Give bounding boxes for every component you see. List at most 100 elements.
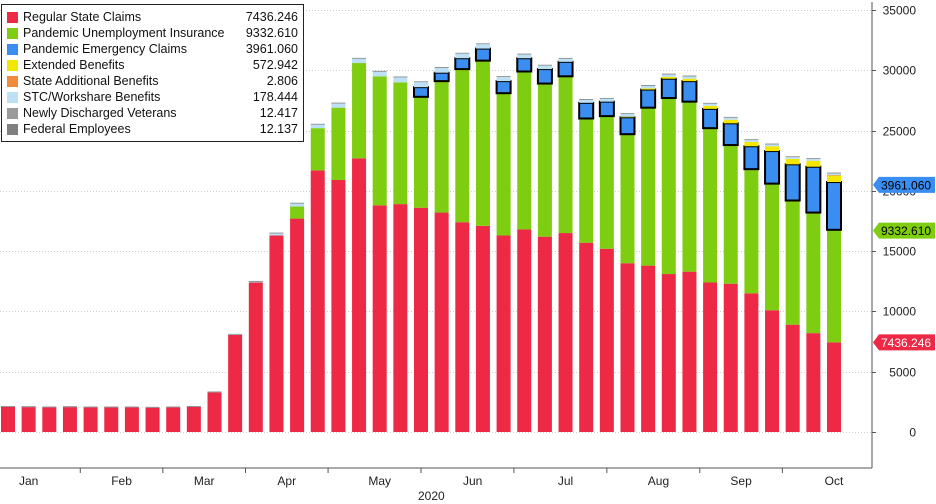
legend-label: STC/Workshare Benefits: [23, 90, 161, 104]
bar-extended-benefits: [641, 88, 656, 90]
bar-federal-employees: [290, 202, 305, 204]
bar-regular-state-claims: [475, 225, 490, 432]
bar-stc-workshare-benefits: [393, 76, 408, 83]
bar-stc-workshare-benefits: [414, 81, 428, 88]
bar-pandemic-emergency-claims: [784, 163, 801, 202]
bar-federal-employees: [269, 232, 284, 234]
bar-pandemic-unemployment-insurance: [599, 116, 614, 249]
bar-extended-benefits: [703, 105, 718, 109]
legend-swatch: [7, 75, 18, 87]
bar-federal-employees: [765, 143, 780, 145]
bar-federal-employees: [641, 85, 656, 86]
bar-stc-workshare-benefits: [806, 158, 821, 161]
bar-regular-state-claims: [42, 407, 57, 432]
bar-regular-state-claims: [331, 180, 346, 432]
bar-pandemic-unemployment-insurance: [806, 212, 821, 334]
bar-stc-workshare-benefits: [310, 124, 325, 129]
bar-pandemic-unemployment-insurance: [558, 76, 573, 234]
bar-extended-benefits: [620, 116, 635, 118]
bar-stc-workshare-benefits: [290, 203, 305, 207]
bar-federal-employees: [83, 406, 98, 408]
legend-item: Regular State Claims 7436.246: [7, 9, 298, 25]
bar-pandemic-unemployment-insurance: [372, 76, 387, 206]
bar-stc-workshare-benefits: [434, 67, 449, 73]
bar-federal-employees: [228, 333, 243, 335]
legend-value: 3961.060: [245, 42, 298, 56]
bar-pandemic-emergency-claims: [764, 150, 781, 185]
x-tick-label: Jul: [558, 474, 573, 488]
bar-federal-employees: [42, 406, 57, 408]
bar-regular-state-claims: [21, 406, 36, 432]
x-tick-label: Apr: [277, 474, 296, 488]
bar-stc-workshare-benefits: [765, 143, 780, 147]
bar-pandemic-unemployment-insurance: [537, 83, 552, 237]
bar-regular-state-claims: [310, 170, 325, 433]
bar-federal-employees: [331, 102, 346, 104]
bar-pandemic-unemployment-insurance: [434, 81, 449, 213]
bar-pandemic-unemployment-insurance: [641, 107, 656, 266]
bar-pandemic-unemployment-insurance: [475, 60, 490, 226]
bar-pandemic-emergency-claims: [681, 80, 698, 103]
bar-regular-state-claims: [517, 229, 532, 432]
bar-stc-workshare-benefits: [455, 53, 470, 59]
bar-federal-employees: [579, 99, 594, 100]
bar-stc-workshare-benefits: [785, 156, 800, 159]
bar-stc-workshare-benefits: [331, 103, 346, 108]
bar-regular-state-claims: [124, 407, 139, 432]
bar-pandemic-emergency-claims: [660, 77, 677, 100]
bar-federal-employees: [558, 57, 573, 59]
legend-item: Pandemic Emergency Claims 3961.060: [7, 41, 298, 57]
bar-pandemic-unemployment-insurance: [414, 96, 428, 208]
bar-pandemic-emergency-claims: [640, 88, 657, 109]
bar-extended-benefits: [765, 146, 780, 152]
legend-swatch: [7, 43, 18, 55]
bar-federal-employees: [186, 406, 201, 407]
bar-pandemic-unemployment-insurance: [310, 128, 325, 171]
legend-value: 7436.246: [245, 10, 298, 24]
end-value-tag: [873, 222, 935, 239]
bar-regular-state-claims: [703, 282, 718, 432]
bar-state-additional-benefits: [827, 175, 841, 176]
bar-federal-employees: [537, 64, 552, 66]
bar-regular-state-claims: [641, 265, 656, 432]
legend-label: Pandemic Unemployment Insurance: [23, 26, 225, 40]
bar-pandemic-emergency-claims: [598, 100, 615, 118]
bar-regular-state-claims: [372, 205, 387, 432]
bar-regular-state-claims: [620, 263, 635, 432]
x-tick-label: Oct: [825, 474, 844, 488]
bar-stc-workshare-benefits: [537, 65, 552, 70]
bar-stc-workshare-benefits: [827, 172, 841, 176]
legend-label: State Additional Benefits: [23, 74, 159, 88]
end-value-tag: [873, 334, 935, 351]
bar-pandemic-emergency-claims: [454, 57, 471, 71]
bar-federal-employees: [124, 406, 139, 408]
bar-regular-state-claims: [434, 212, 449, 432]
legend-item: Pandemic Unemployment Insurance 9332.610: [7, 25, 298, 41]
bar-pandemic-unemployment-insurance: [723, 145, 738, 284]
bar-pandemic-unemployment-insurance: [765, 183, 780, 311]
bar-federal-employees: [248, 280, 263, 282]
legend-swatch: [7, 91, 18, 103]
bar-pandemic-unemployment-insurance: [827, 229, 841, 343]
bar-regular-state-claims: [661, 274, 676, 432]
legend-value: 9332.610: [245, 26, 298, 40]
bar-stc-workshare-benefits: [269, 233, 284, 236]
y-tick-label: 0: [909, 426, 916, 440]
bar-federal-employees: [703, 102, 718, 104]
bar-stc-workshare-benefits: [641, 85, 656, 89]
bar-regular-state-claims: [228, 334, 243, 432]
bar-pandemic-emergency-claims: [826, 181, 842, 231]
x-tick-label: Jan: [19, 474, 38, 488]
bar-regular-state-claims: [599, 248, 614, 432]
end-value-label: 7436.246: [881, 336, 931, 350]
bar-regular-state-claims: [682, 271, 697, 432]
year-label: 2020: [418, 489, 445, 503]
bar-federal-employees: [785, 156, 800, 157]
bar-stc-workshare-benefits: [661, 74, 676, 77]
legend-label: Extended Benefits: [23, 58, 125, 72]
bar-federal-employees: [145, 406, 160, 408]
bar-extended-benefits: [806, 160, 821, 167]
bar-regular-state-claims: [723, 283, 738, 432]
bar-federal-employees: [599, 97, 614, 99]
